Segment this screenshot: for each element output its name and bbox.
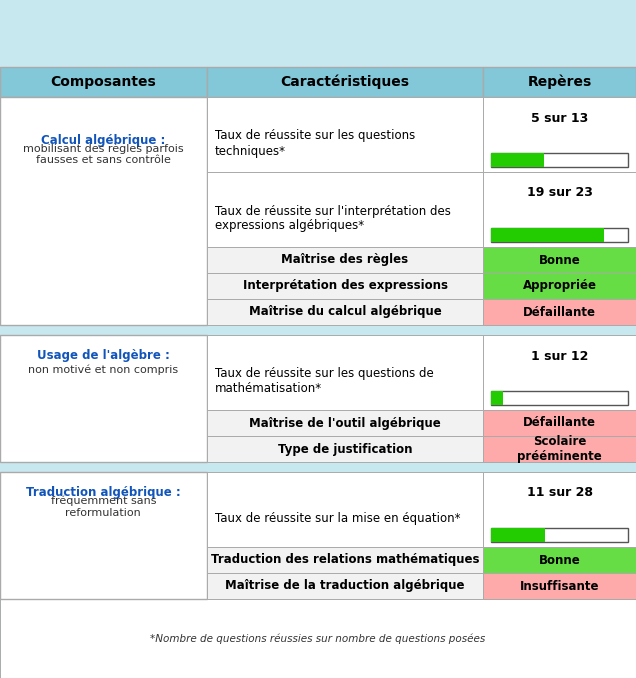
Text: Usage de l'algèbre :: Usage de l'algèbre : xyxy=(37,349,170,362)
Bar xyxy=(483,410,636,436)
Bar xyxy=(483,273,636,299)
Text: 11 sur 28: 11 sur 28 xyxy=(527,487,593,500)
Text: 19 sur 23: 19 sur 23 xyxy=(527,186,593,199)
Bar xyxy=(483,436,636,462)
Bar xyxy=(492,153,544,167)
Text: Appropriée: Appropriée xyxy=(523,279,597,292)
Text: Insuffisante: Insuffisante xyxy=(520,580,600,593)
Text: Maîtrise du calcul algébrique: Maîtrise du calcul algébrique xyxy=(249,306,441,319)
Text: Repères: Repères xyxy=(527,75,592,89)
Text: Type de justification: Type de justification xyxy=(278,443,412,456)
Text: *Nombre de questions réussies sur nombre de questions posées: *Nombre de questions réussies sur nombre… xyxy=(150,633,486,643)
Text: Taux de réussite sur l'interprétation des
expressions algébriques*: Taux de réussite sur l'interprétation de… xyxy=(215,205,450,233)
Bar xyxy=(207,172,483,247)
Bar xyxy=(207,573,483,599)
Text: Défaillante: Défaillante xyxy=(523,306,596,319)
Text: Composantes: Composantes xyxy=(50,75,156,89)
Bar xyxy=(207,247,483,273)
Bar xyxy=(492,528,545,542)
Bar xyxy=(0,599,636,678)
Bar xyxy=(207,335,483,410)
Bar xyxy=(483,247,636,273)
Text: Défaillante: Défaillante xyxy=(523,416,596,429)
Bar xyxy=(0,67,207,97)
Text: Traduction algébrique :: Traduction algébrique : xyxy=(26,486,181,499)
Bar xyxy=(207,472,483,547)
Bar xyxy=(492,528,628,542)
Bar xyxy=(207,410,483,436)
Bar xyxy=(483,472,636,547)
Text: fréquemment sans
reformulation: fréquemment sans reformulation xyxy=(51,496,156,517)
Bar xyxy=(483,335,636,410)
Text: non motivé et non compris: non motivé et non compris xyxy=(28,364,179,375)
Bar xyxy=(483,67,636,97)
Text: Maîtrise de l'outil algébrique: Maîtrise de l'outil algébrique xyxy=(249,416,441,429)
Text: Bonne: Bonne xyxy=(539,553,581,567)
Text: Bonne: Bonne xyxy=(539,254,581,266)
Text: mobilisant des règles parfois
fausses et sans contrôle: mobilisant des règles parfois fausses et… xyxy=(23,143,184,165)
Bar xyxy=(0,97,207,325)
Bar xyxy=(492,228,604,242)
Bar xyxy=(207,273,483,299)
Text: Caractéristiques: Caractéristiques xyxy=(280,75,410,89)
Text: Interprétation des expressions: Interprétation des expressions xyxy=(242,279,448,292)
Bar xyxy=(483,547,636,573)
Text: 1 sur 12: 1 sur 12 xyxy=(531,349,588,363)
Bar xyxy=(0,335,207,462)
Bar xyxy=(492,391,628,405)
Bar xyxy=(207,67,483,97)
Bar xyxy=(0,472,207,599)
Bar xyxy=(483,573,636,599)
Text: Taux de réussite sur la mise en équation*: Taux de réussite sur la mise en équation… xyxy=(215,512,460,525)
Bar xyxy=(207,299,483,325)
Text: 5 sur 13: 5 sur 13 xyxy=(531,111,588,125)
Bar xyxy=(483,172,636,247)
Bar xyxy=(492,391,502,405)
Bar xyxy=(492,228,628,242)
Text: Taux de réussite sur les questions de
mathématisation*: Taux de réussite sur les questions de ma… xyxy=(215,367,434,395)
Bar xyxy=(207,97,483,172)
Text: Maîtrise des règles: Maîtrise des règles xyxy=(282,254,408,266)
Text: Taux de réussite sur les questions
techniques*: Taux de réussite sur les questions techn… xyxy=(215,129,415,157)
Text: Scolaire
prééminente: Scolaire prééminente xyxy=(517,435,602,463)
Bar xyxy=(492,153,628,167)
Text: Maîtrise de la traduction algébrique: Maîtrise de la traduction algébrique xyxy=(225,580,465,593)
Text: Traduction des relations mathématiques: Traduction des relations mathématiques xyxy=(211,553,480,567)
Bar xyxy=(207,436,483,462)
Bar xyxy=(483,97,636,172)
Text: Calcul algébrique :: Calcul algébrique : xyxy=(41,134,165,147)
Bar xyxy=(207,547,483,573)
Bar xyxy=(483,299,636,325)
